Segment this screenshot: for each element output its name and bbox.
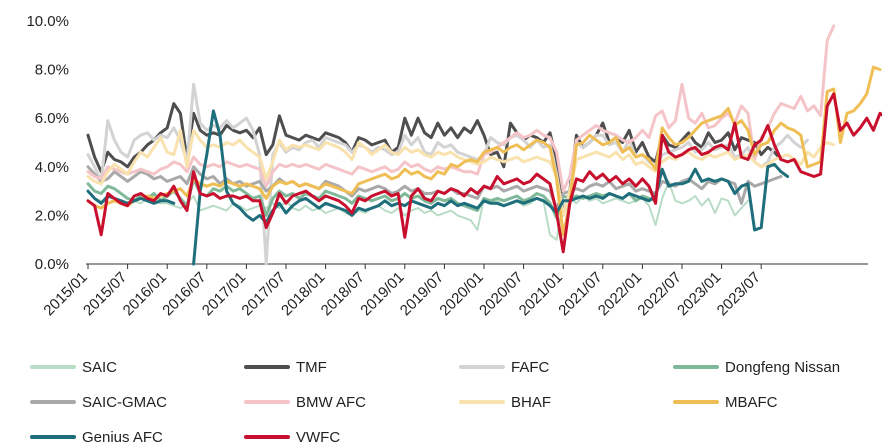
legend-item: MBAFC (673, 391, 778, 413)
legend-label: Dongfeng Nissan (725, 358, 841, 376)
legend-swatch (244, 435, 290, 439)
series-line-mbafc (86, 65, 882, 237)
x-axis: 2015/012015/072016/012016/072017/012017/… (40, 264, 764, 319)
y-tick-label: 8.0% (35, 62, 69, 79)
legend-item: Dongfeng Nissan (673, 356, 840, 378)
legend-swatch (459, 400, 505, 404)
legend-swatch (459, 365, 505, 369)
line-chart: 0.0% 2.0% 4.0% 6.0% 8.0% 10.0% 2015/012015/07… (26, 13, 882, 319)
legend-item: Genius AFC (30, 426, 163, 448)
y-axis: 0.0% 2.0% 4.0% 6.0% 8.0% 10.0% (26, 13, 69, 273)
legend-swatch (673, 400, 719, 404)
x-tick-label: 2023/07 (714, 269, 764, 319)
legend-label: MBAFC (725, 393, 778, 411)
legend-label: SAIC (82, 358, 118, 376)
series-lines (86, 24, 882, 266)
legend: SAIC TMF FAFC Dongfeng Nissan SAIC-GMAC BMW A… (0, 352, 882, 446)
y-tick-label: 10.0% (26, 13, 69, 30)
legend-label: SAIC-GMAC (82, 393, 168, 411)
series-line-bmw-afc (86, 24, 836, 193)
series-line-vwfc (86, 92, 882, 254)
legend-label: VWFC (296, 428, 341, 446)
legend-label: BMW AFC (296, 393, 366, 411)
y-tick-label: 4.0% (35, 159, 69, 176)
legend-label: BHAF (511, 393, 552, 411)
legend-swatch (244, 400, 290, 404)
legend-item: SAIC-GMAC (30, 391, 167, 413)
legend-label: Genius AFC (82, 428, 163, 446)
y-tick-label: 0.0% (35, 256, 69, 273)
legend-item: VWFC (244, 426, 340, 448)
series-line-bhaf (86, 128, 836, 217)
series-line-fafc (86, 82, 809, 266)
legend-label: FAFC (511, 358, 550, 376)
legend-label: TMF (296, 358, 327, 376)
y-tick-label: 6.0% (35, 110, 69, 127)
legend-swatch (244, 365, 290, 369)
legend-item: SAIC (30, 356, 117, 378)
y-tick-label: 2.0% (35, 207, 69, 224)
legend-swatch (30, 435, 76, 439)
legend-swatch (30, 400, 76, 404)
legend-swatch (30, 365, 76, 369)
legend-item: BHAF (459, 391, 551, 413)
legend-item: FAFC (459, 356, 549, 378)
legend-swatch (673, 365, 719, 369)
legend-item: BMW AFC (244, 391, 366, 413)
legend-item: TMF (244, 356, 327, 378)
